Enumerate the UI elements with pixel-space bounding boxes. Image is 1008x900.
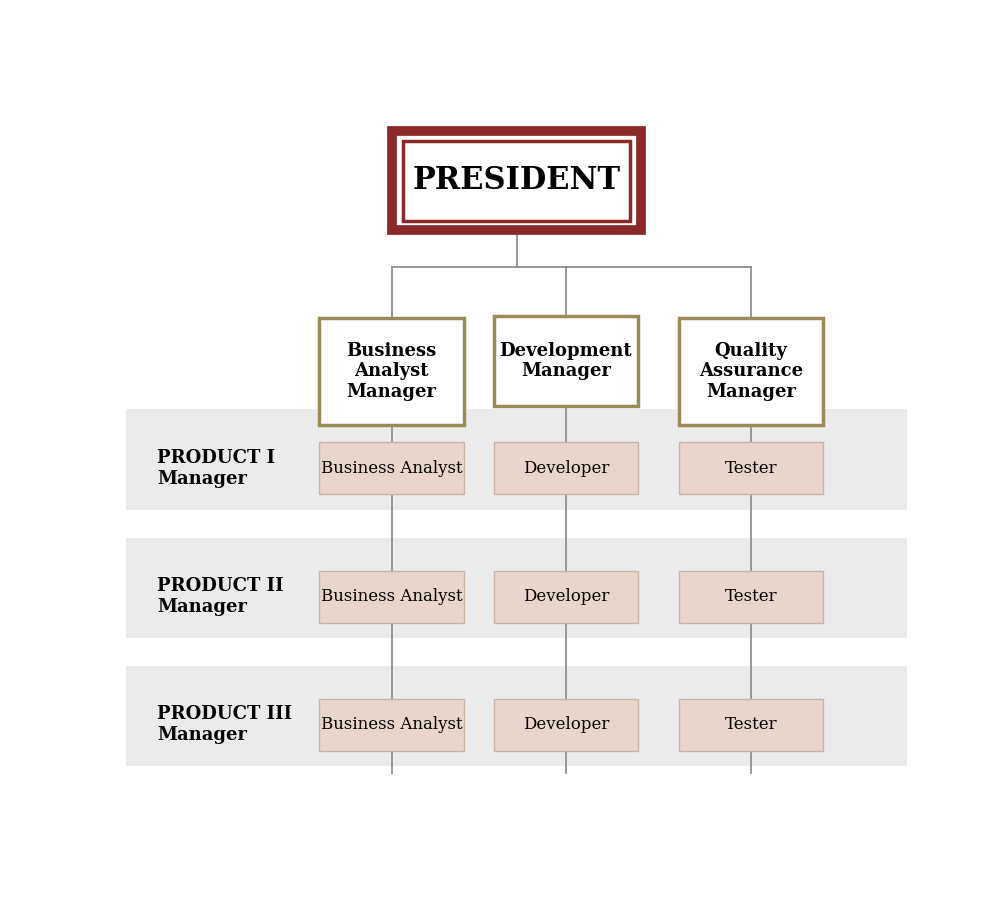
Text: Quality
Assurance
Manager: Quality Assurance Manager xyxy=(699,341,803,401)
FancyBboxPatch shape xyxy=(320,318,464,425)
Text: Tester: Tester xyxy=(725,460,777,477)
Text: Developer: Developer xyxy=(522,460,609,477)
FancyBboxPatch shape xyxy=(320,571,464,623)
FancyBboxPatch shape xyxy=(392,131,641,230)
FancyBboxPatch shape xyxy=(494,698,638,751)
Text: Business Analyst: Business Analyst xyxy=(321,588,463,605)
Text: Business
Analyst
Manager: Business Analyst Manager xyxy=(347,341,436,401)
FancyBboxPatch shape xyxy=(403,141,630,220)
Text: Developer: Developer xyxy=(522,588,609,605)
Bar xyxy=(126,410,907,510)
FancyBboxPatch shape xyxy=(678,443,824,494)
Text: PRESIDENT: PRESIDENT xyxy=(412,166,621,196)
Text: PRODUCT II
Manager: PRODUCT II Manager xyxy=(157,577,284,616)
FancyBboxPatch shape xyxy=(320,698,464,751)
Text: PRODUCT I
Manager: PRODUCT I Manager xyxy=(157,449,275,488)
FancyBboxPatch shape xyxy=(494,571,638,623)
Text: Tester: Tester xyxy=(725,588,777,605)
Text: Business Analyst: Business Analyst xyxy=(321,716,463,734)
Text: PRODUCT III
Manager: PRODUCT III Manager xyxy=(157,706,292,744)
Text: Development
Manager: Development Manager xyxy=(500,341,632,381)
Bar xyxy=(126,666,907,767)
FancyBboxPatch shape xyxy=(678,318,824,425)
Text: Business Analyst: Business Analyst xyxy=(321,460,463,477)
FancyBboxPatch shape xyxy=(678,698,824,751)
Text: Developer: Developer xyxy=(522,716,609,734)
FancyBboxPatch shape xyxy=(494,443,638,494)
FancyBboxPatch shape xyxy=(320,443,464,494)
FancyBboxPatch shape xyxy=(494,316,638,406)
Text: Tester: Tester xyxy=(725,716,777,734)
FancyBboxPatch shape xyxy=(678,571,824,623)
Bar xyxy=(126,537,907,638)
